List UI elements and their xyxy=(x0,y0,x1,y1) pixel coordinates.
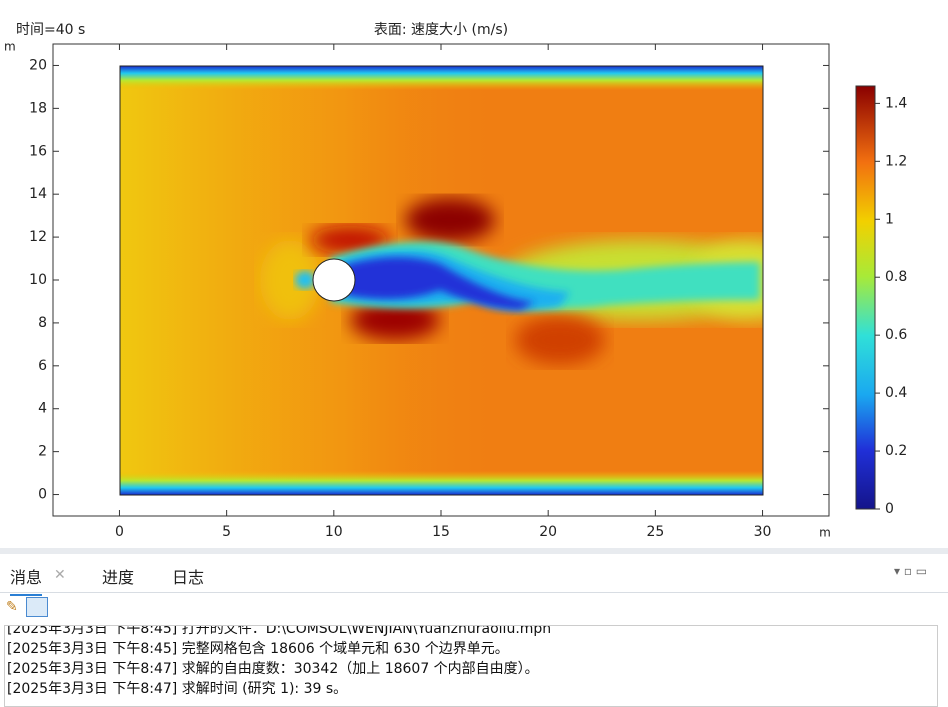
y-tick-label: 12 xyxy=(29,229,47,245)
colorbar-tick-label: 1.4 xyxy=(885,95,907,111)
velocity-field xyxy=(120,66,763,495)
y-tick-label: 0 xyxy=(38,487,47,503)
x-tick-label: 0 xyxy=(115,524,124,540)
y-unit: m xyxy=(4,40,16,54)
colorbar-tick-label: 0.8 xyxy=(885,269,907,285)
colorbar-tick-label: 0.2 xyxy=(885,443,907,459)
y-tick-label: 16 xyxy=(29,143,47,159)
message-line: [2025年3月3日 下午8:45] 完整网格包含 18606 个域单元和 63… xyxy=(7,641,509,657)
x-tick-label: 20 xyxy=(539,524,557,540)
toolbar: ✎ xyxy=(0,593,948,621)
y-tick-label: 20 xyxy=(29,57,47,73)
x-tick-label: 5 xyxy=(222,524,231,540)
colorbar xyxy=(855,85,876,510)
colorbar-tick-label: 1 xyxy=(885,211,894,227)
tab[interactable]: 进度 xyxy=(102,568,135,587)
y-tick-label: 14 xyxy=(29,186,47,202)
x-tick-label: 15 xyxy=(432,524,450,540)
plot-window: 时间=40 s 表面: 速度大小 (m/s) m m 0 5 10 15 20 25 300… xyxy=(4,22,907,540)
tab-bar: 消息 ✕ 进度 日志 ▾ ▫ ▭ xyxy=(0,554,948,596)
x-tick-label: 25 xyxy=(646,524,664,540)
message-line: [2025年3月3日 下午8:47] 求解的自由度数：30342（加上 1860… xyxy=(7,661,539,677)
y-tick-label: 8 xyxy=(38,315,47,331)
y-tick-label: 18 xyxy=(29,100,47,116)
x-unit: m xyxy=(819,526,831,540)
colorbar-tick-label: 0.6 xyxy=(885,327,907,343)
message-line: [2025年3月3日 下午8:47] 求解时间 (研究 1): 39 s。 xyxy=(7,681,348,697)
colorbar-tick-label: 1.2 xyxy=(885,153,907,169)
y-tick-label: 6 xyxy=(38,358,47,374)
log-icon[interactable] xyxy=(26,597,48,617)
cylinder xyxy=(312,258,356,302)
message-list: [2025年3月3日 下午8:45] 打开的文件：D:\COMSOL\WENJI… xyxy=(4,625,938,707)
plot-title: 表面: 速度大小 (m/s) xyxy=(374,22,508,38)
message-line: [2025年3月3日 下午8:45] 打开的文件：D:\COMSOL\WENJI… xyxy=(7,625,552,637)
close-icon[interactable]: ✕ xyxy=(54,567,66,583)
colorbar-tick-label: 0.4 xyxy=(885,385,907,401)
tab[interactable]: 日志 xyxy=(172,568,205,587)
y-tick-label: 10 xyxy=(29,272,47,288)
tab[interactable]: 消息 xyxy=(10,564,43,596)
window-controls[interactable]: ▾ ▫ ▭ xyxy=(894,564,928,578)
y-tick-label: 4 xyxy=(38,401,47,417)
x-tick-label: 10 xyxy=(325,524,343,540)
x-tick-label: 30 xyxy=(754,524,772,540)
message-panel: 消息 ✕ 进度 日志 ▾ ▫ ▭ ✎ [2025年3月3日 下午8:45] 打开… xyxy=(0,548,948,707)
colorbar-tick-label: 0 xyxy=(885,501,894,517)
time-label: 时间=40 s xyxy=(16,22,85,38)
y-tick-label: 2 xyxy=(38,444,47,460)
domain-border xyxy=(119,65,764,496)
clear-icon[interactable]: ✎ xyxy=(6,599,18,615)
